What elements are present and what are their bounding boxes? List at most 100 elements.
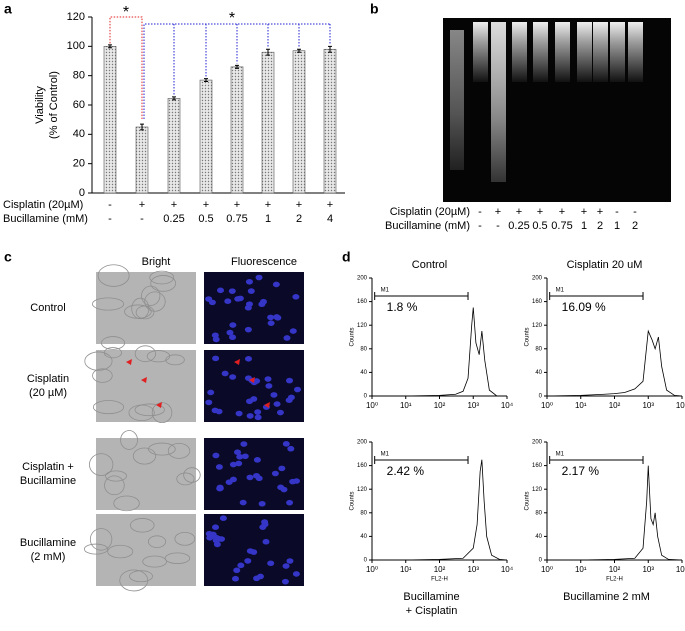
nucleus	[253, 457, 261, 463]
nucleus	[235, 460, 243, 467]
x-tick-label: 10²	[609, 565, 621, 574]
nucleus	[282, 563, 290, 569]
marker-label: M1	[381, 288, 390, 294]
row-label: Cisplatin +	[22, 461, 74, 473]
nucleus	[261, 519, 269, 525]
x-tick-label: 10¹	[400, 401, 412, 410]
y-tick-label: 0	[364, 558, 368, 564]
nucleus	[267, 560, 275, 567]
lane-label: +	[516, 206, 522, 218]
gate-percent: 16.09 %	[562, 300, 606, 314]
cell-outline	[103, 347, 122, 359]
x-tick-label: 10³	[467, 565, 479, 574]
lane-row-label: Cisplatin (20µM)	[390, 206, 470, 218]
cell-outline	[176, 472, 195, 486]
nucleus	[267, 320, 275, 326]
x-tick-label: 10⁰	[541, 401, 553, 410]
gel-lane	[593, 22, 608, 82]
y-tick-label: 40	[360, 370, 367, 376]
x-tick-label: 10⁰	[366, 565, 378, 574]
lane-label: -	[478, 206, 482, 218]
nucleus	[205, 296, 213, 302]
gate-marker	[549, 456, 644, 464]
nucleus	[231, 575, 239, 582]
bar	[230, 66, 244, 194]
y-tick-label: 80	[535, 510, 542, 516]
nucleus	[219, 515, 227, 521]
arrow	[156, 402, 162, 408]
lane-label: 1	[614, 220, 620, 232]
y-axis-label: Counts	[525, 327, 531, 346]
marker-label: M1	[556, 452, 565, 458]
nucleus	[234, 449, 242, 455]
lane-label: +	[581, 206, 587, 218]
marker-label: M1	[556, 288, 565, 294]
error-bar	[108, 44, 112, 49]
y-tick-label: 80	[360, 346, 367, 352]
y-tick-label: 120	[357, 323, 368, 329]
error-bar	[235, 64, 239, 69]
y-tick-label: 0	[364, 394, 368, 400]
nucleus	[229, 322, 237, 328]
cell-outline	[105, 470, 127, 482]
column-header: Bright	[142, 256, 171, 268]
cell-outline	[124, 304, 152, 319]
y-tick-label: 40	[360, 534, 367, 540]
marker-label: M1	[381, 452, 390, 458]
x-tick-label: 10²	[434, 565, 446, 574]
y-tick-label: 200	[357, 276, 368, 282]
cell-outline	[120, 430, 138, 450]
lane-label: +	[597, 206, 603, 218]
lane-label: 0.75	[551, 220, 572, 232]
category-label: +	[234, 199, 240, 211]
nucleus	[292, 571, 300, 577]
nucleus	[272, 281, 280, 288]
bar	[292, 50, 306, 194]
nucleus	[235, 410, 243, 417]
nucleus	[229, 476, 237, 483]
nucleus	[254, 409, 262, 415]
panel-label: b	[370, 1, 379, 17]
gel-lane	[533, 22, 548, 82]
row-label: Bucillamine	[20, 475, 76, 487]
nucleus	[287, 445, 295, 452]
category-label: -	[140, 213, 144, 225]
cell-outline	[89, 453, 114, 476]
nucleus	[267, 314, 275, 321]
lane-label: -	[633, 206, 637, 218]
cell-outline	[167, 442, 191, 459]
gel-lane	[610, 22, 625, 82]
nucleus	[224, 298, 232, 304]
lane-label: 0.25	[508, 220, 529, 232]
nucleus	[292, 478, 300, 484]
nucleus	[240, 441, 248, 447]
x-tick-label: 10²	[609, 401, 621, 410]
fluorescence-image	[204, 272, 304, 344]
y-axis-label: Counts	[525, 491, 531, 510]
ladder-lane	[450, 30, 464, 170]
y-tick-label: 120	[67, 11, 85, 23]
nucleus	[286, 499, 294, 506]
gate-percent: 2.17 %	[562, 464, 600, 478]
arrow	[126, 359, 132, 365]
cell-outline	[83, 543, 109, 555]
annotation: *	[123, 4, 129, 21]
cell-outline	[147, 535, 167, 548]
cell-outline	[97, 264, 130, 287]
gate-marker	[374, 456, 469, 464]
category-row-label: Cisplatin (20µM)	[3, 199, 83, 211]
lane-row-label: Bucillamine (mM)	[385, 220, 470, 232]
cell-outline	[132, 447, 157, 465]
lane-label: 1	[581, 220, 587, 232]
category-label: -	[108, 199, 112, 211]
category-label: 0.25	[163, 213, 184, 225]
y-tick-label: 60	[73, 99, 85, 111]
error-bar	[172, 96, 176, 101]
y-tick-label: 40	[535, 534, 542, 540]
gate-percent: 2.42 %	[387, 464, 425, 478]
gel-lane	[512, 22, 527, 82]
y-tick-label: 40	[535, 370, 542, 376]
nucleus	[283, 335, 291, 341]
category-label: 0.5	[198, 213, 213, 225]
nucleus	[215, 408, 223, 415]
